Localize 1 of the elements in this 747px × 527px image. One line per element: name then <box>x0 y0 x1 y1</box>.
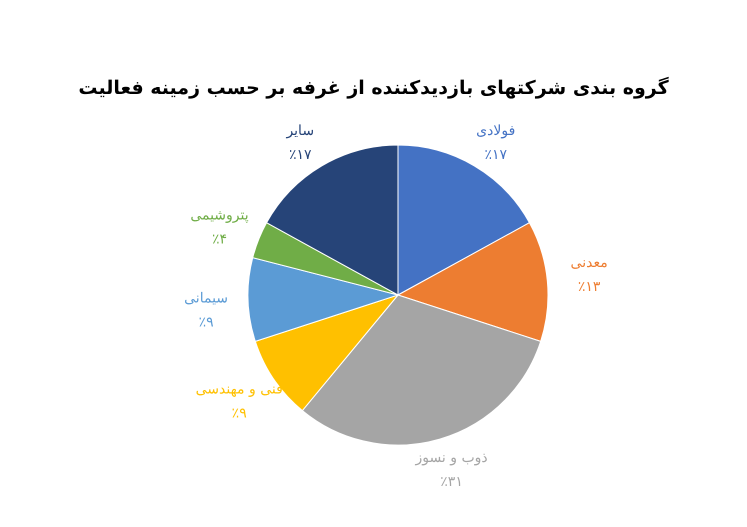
title: گروه بندی شرکتهای بازدیدکننده از غرفه بر حسب زمینه فعالیت <box>78 77 669 99</box>
